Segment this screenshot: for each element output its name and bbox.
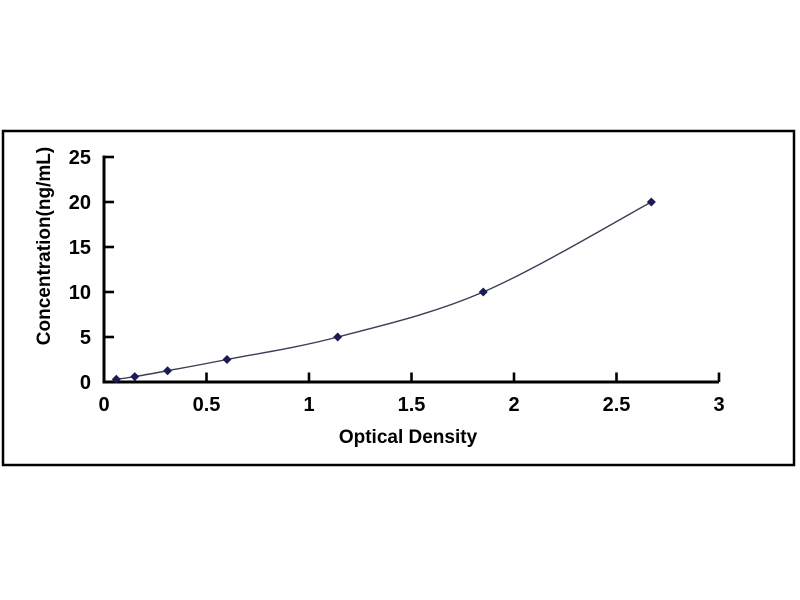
- x-tick-label: 0: [98, 394, 109, 416]
- data-point-marker: [222, 355, 232, 364]
- x-tick-label: 3: [713, 394, 724, 416]
- data-point-marker: [130, 372, 140, 382]
- data-point-marker: [333, 332, 343, 342]
- chart-frame: [1, 129, 796, 467]
- data-point-marker: [646, 197, 656, 207]
- data-point-marker: [111, 374, 121, 384]
- y-tick-label: 10: [69, 282, 91, 304]
- x-tick-label: 0.5: [193, 394, 221, 416]
- y-tick-label: 15: [69, 237, 91, 259]
- data-point-marker: [478, 287, 488, 297]
- y-tick-label: 5: [80, 327, 91, 349]
- y-axis-title: Concentration(ng/mL): [34, 147, 55, 345]
- x-tick-label: 2.5: [603, 394, 631, 416]
- y-tick-label: 25: [69, 147, 91, 169]
- x-axis-ticks: 0 0.5 1 1.5 2 2.5 3: [98, 372, 725, 416]
- x-tick-label: 2: [508, 394, 519, 416]
- standard-curve-line: [116, 201, 652, 380]
- y-tick-label: 20: [69, 192, 91, 214]
- y-tick-label: 0: [80, 372, 91, 394]
- data-point-marker: [163, 366, 173, 376]
- x-tick-label: 1: [303, 394, 314, 416]
- x-axis-title: Optical Density: [339, 427, 478, 448]
- y-axis-ticks: 0 5 10 15 20 25: [69, 147, 114, 394]
- data-series: [111, 197, 656, 384]
- x-tick-label: 1.5: [398, 394, 426, 416]
